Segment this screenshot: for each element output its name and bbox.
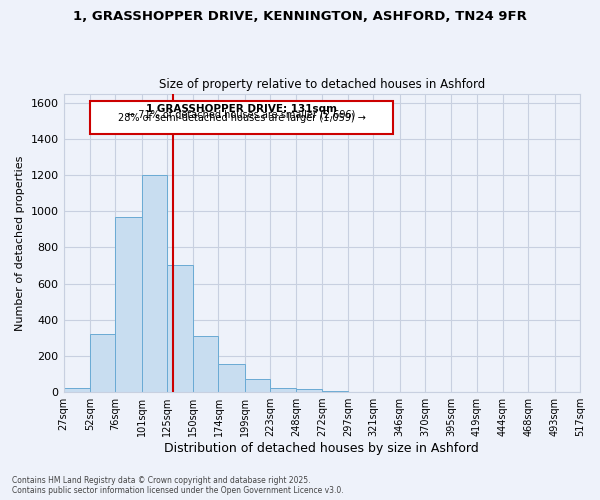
- Text: ← 71% of detached houses are smaller (2,696): ← 71% of detached houses are smaller (2,…: [127, 110, 356, 120]
- Bar: [115, 216, 142, 392]
- Y-axis label: Number of detached properties: Number of detached properties: [15, 155, 25, 330]
- Bar: [64, 388, 90, 392]
- Bar: [193, 336, 218, 392]
- Bar: [90, 334, 115, 392]
- X-axis label: Distribution of detached houses by size in Ashford: Distribution of detached houses by size …: [164, 442, 479, 455]
- Text: Contains HM Land Registry data © Crown copyright and database right 2025.
Contai: Contains HM Land Registry data © Crown c…: [12, 476, 344, 495]
- Title: Size of property relative to detached houses in Ashford: Size of property relative to detached ho…: [158, 78, 485, 91]
- Bar: [167, 266, 193, 392]
- Text: 28% of semi-detached houses are larger (1,059) →: 28% of semi-detached houses are larger (…: [118, 114, 365, 124]
- Bar: [218, 364, 245, 392]
- Text: 1 GRASSHOPPER DRIVE: 131sqm: 1 GRASSHOPPER DRIVE: 131sqm: [146, 104, 337, 115]
- Bar: [142, 175, 167, 392]
- Bar: [245, 378, 270, 392]
- Bar: [90, 101, 394, 134]
- Bar: [296, 390, 322, 392]
- Bar: [322, 391, 348, 392]
- Bar: [270, 388, 296, 392]
- Text: 1, GRASSHOPPER DRIVE, KENNINGTON, ASHFORD, TN24 9FR: 1, GRASSHOPPER DRIVE, KENNINGTON, ASHFOR…: [73, 10, 527, 23]
